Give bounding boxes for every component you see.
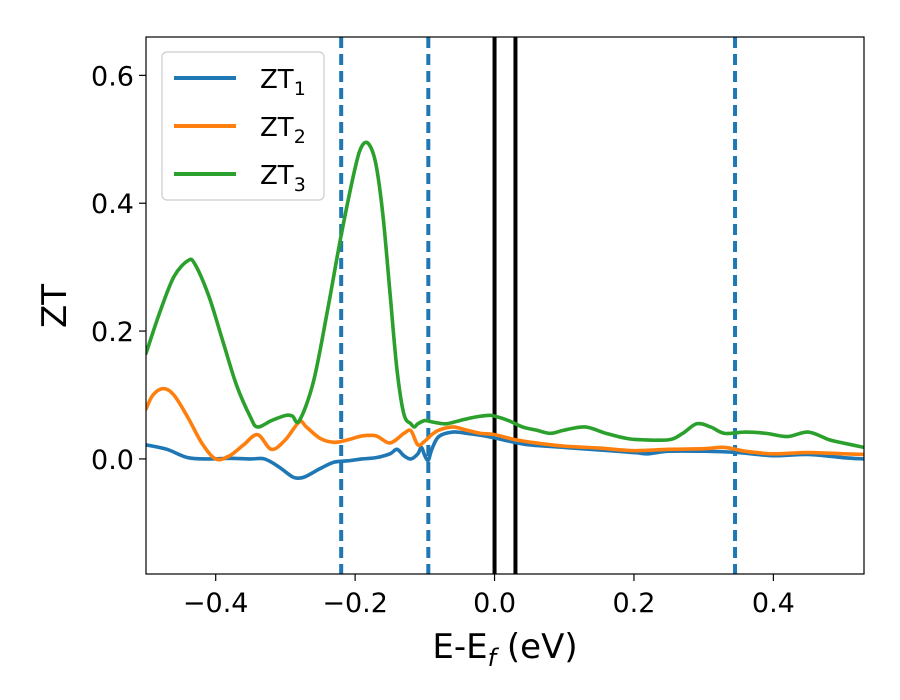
series-line-zt2: [146, 386, 864, 462]
x-tick-label: 0.2: [612, 588, 655, 619]
legend-label-zt3: ZT3: [260, 161, 306, 196]
series-line-zt1: [146, 430, 864, 481]
x-tick-label: −0.4: [183, 588, 249, 619]
y-tick-label: 0.0: [91, 445, 134, 476]
legend-box: [161, 51, 325, 201]
y-tick-label: 0.6: [91, 61, 134, 92]
x-tick-label: −0.2: [322, 588, 388, 619]
x-axis-label: E-Ef (eV): [432, 627, 577, 672]
y-axis-label: ZT: [35, 284, 75, 328]
legend-label-zt2: ZT2: [260, 113, 306, 148]
series-line-zt3: [146, 140, 864, 450]
y-tick-label: 0.2: [91, 317, 134, 348]
y-tick-label: 0.4: [91, 189, 134, 220]
x-tick-label: 0.4: [752, 588, 795, 619]
x-tick-label: 0.0: [473, 588, 516, 619]
legend-label-zt1: ZT1: [260, 65, 306, 100]
plot-frame: [145, 36, 865, 575]
legend: ZT1 ZT2 ZT3: [161, 51, 325, 201]
